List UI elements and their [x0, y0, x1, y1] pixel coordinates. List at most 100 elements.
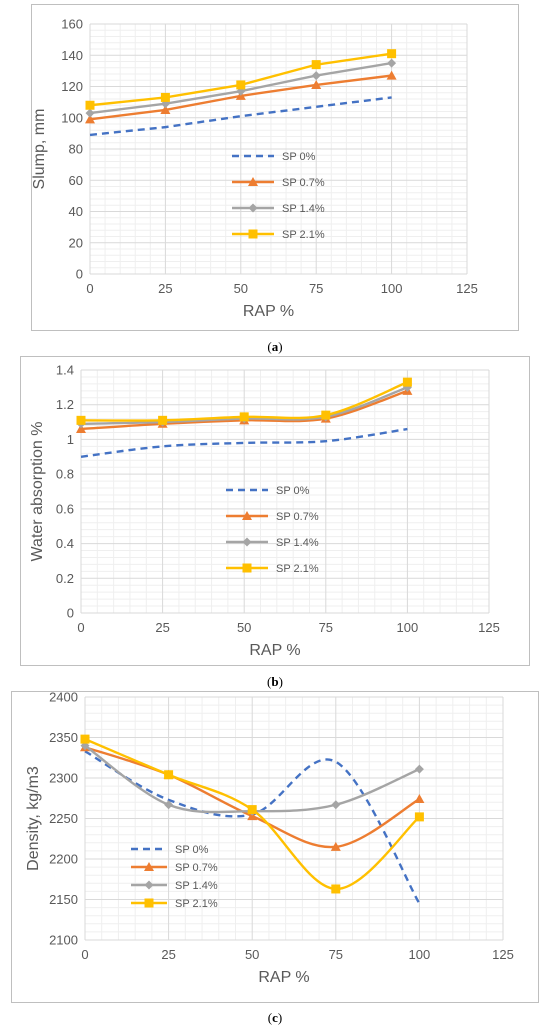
y-axis-label: Slump, mm: [31, 109, 48, 190]
data-point: [160, 92, 170, 102]
y-tick-label: 0.8: [56, 467, 74, 482]
y-tick-label: 160: [61, 17, 83, 32]
x-tick-label: 0: [81, 947, 88, 962]
legend-label: SP 0%: [282, 151, 316, 163]
y-tick-label: 0.2: [56, 571, 74, 586]
x-tick-label: 50: [245, 947, 259, 962]
data-point: [164, 770, 174, 780]
legend-label: SP 0.7%: [276, 511, 319, 523]
legend-marker: [248, 177, 258, 186]
y-axis-label: Density, kg/m3: [25, 766, 42, 871]
legend-label: SP 2.1%: [276, 563, 319, 575]
y-tick-label: 2400: [49, 690, 78, 705]
data-point: [414, 812, 424, 822]
series-line: [89, 96, 392, 137]
legend-label: SP 2.1%: [175, 898, 218, 910]
legend-entry: SP 0%: [226, 485, 310, 497]
y-tick-label: 80: [69, 142, 83, 157]
y-tick-label: 120: [61, 79, 83, 94]
x-tick-label: 25: [155, 620, 169, 635]
legend-entry: SP 0.7%: [232, 177, 325, 189]
caption-a: (a): [267, 339, 283, 354]
data-point: [311, 60, 321, 70]
legend-entry: SP 2.1%: [131, 898, 218, 910]
caption-b: (b): [267, 674, 283, 689]
data-point: [331, 800, 341, 810]
legend-entry: SP 0.7%: [131, 862, 218, 874]
x-tick-label: 75: [309, 281, 323, 296]
data-point: [158, 415, 168, 425]
legend-label: SP 2.1%: [282, 229, 325, 241]
x-axis-label: RAP %: [243, 303, 294, 320]
series-sp-0-: [89, 96, 392, 137]
data-point: [85, 114, 95, 124]
legend-entry: SP 0%: [232, 151, 316, 163]
data-point: [330, 841, 341, 851]
legend-entry: SP 1.4%: [226, 537, 319, 549]
y-tick-label: 1: [67, 432, 74, 447]
x-tick-label: 100: [397, 620, 419, 635]
x-tick-label: 50: [234, 281, 248, 296]
data-point: [331, 884, 341, 894]
data-point: [80, 734, 90, 744]
data-point: [387, 49, 397, 59]
data-point: [321, 410, 331, 420]
legend-marker: [242, 537, 252, 547]
legend-marker: [242, 511, 252, 520]
series-line: [84, 750, 421, 905]
legend-label: SP 1.4%: [282, 203, 325, 215]
y-tick-label: 2250: [49, 811, 78, 826]
x-axis-label: RAP %: [249, 642, 300, 659]
caption-c: (c): [267, 1010, 283, 1025]
series-sp-2-1-: [80, 734, 424, 894]
y-tick-label: 60: [69, 173, 83, 188]
y-axis-label: Water absorption %: [29, 422, 46, 562]
legend-label: SP 1.4%: [175, 880, 218, 892]
data-point: [76, 415, 86, 425]
x-tick-label: 50: [237, 620, 251, 635]
x-axis-label: RAP %: [258, 969, 309, 986]
legend-marker: [242, 563, 252, 573]
y-tick-label: 1.4: [56, 363, 74, 378]
y-tick-label: 0: [67, 606, 74, 621]
y-tick-label: 2150: [49, 892, 78, 907]
data-point: [402, 377, 412, 387]
legend-marker: [248, 229, 258, 239]
legend-entry: SP 0.7%: [226, 511, 319, 523]
legend-marker: [144, 862, 154, 871]
x-tick-label: 125: [492, 947, 514, 962]
x-tick-label: 25: [161, 947, 175, 962]
data-point: [247, 805, 257, 815]
legend-label: SP 0%: [276, 485, 310, 497]
data-point: [76, 424, 86, 434]
chart-frame-b: [20, 356, 530, 666]
x-tick-label: 125: [478, 620, 500, 635]
legend-entry: SP 1.4%: [232, 203, 325, 215]
chart-a: 0 20 40 60 80 100 120 140 160 0 25 50 75 100 125 RAP % S…: [31, 17, 478, 321]
grid: [80, 369, 490, 614]
y-tick-label: 2200: [49, 852, 78, 867]
x-tick-label: 25: [158, 281, 172, 296]
legend-label: SP 0.7%: [282, 177, 325, 189]
y-tick-label: 2100: [49, 933, 78, 948]
data-point: [236, 80, 246, 90]
y-tick-label: 1.2: [56, 397, 74, 412]
data-point: [311, 79, 322, 89]
x-tick-label: 100: [381, 281, 403, 296]
data-point: [386, 70, 397, 80]
y-tick-label: 0: [76, 267, 83, 282]
legend-marker: [144, 880, 154, 890]
data-point: [164, 800, 174, 810]
y-tick-label: 140: [61, 48, 83, 63]
data-point: [414, 794, 425, 804]
data-point: [414, 764, 424, 774]
data-point: [239, 412, 249, 422]
y-tick-label: 0.4: [56, 536, 74, 551]
chart-b: 0 0.2 0.4 0.6 0.8 1 1.2 1.4 0 25 50 75 100 125 RAP % Wa…: [29, 363, 500, 660]
grid: [89, 23, 468, 275]
series-sp-2-1-: [85, 49, 397, 110]
x-tick-label: 75: [319, 620, 333, 635]
data-point: [311, 71, 321, 81]
x-tick-label: 0: [77, 620, 84, 635]
legend-label: SP 0%: [175, 844, 209, 856]
